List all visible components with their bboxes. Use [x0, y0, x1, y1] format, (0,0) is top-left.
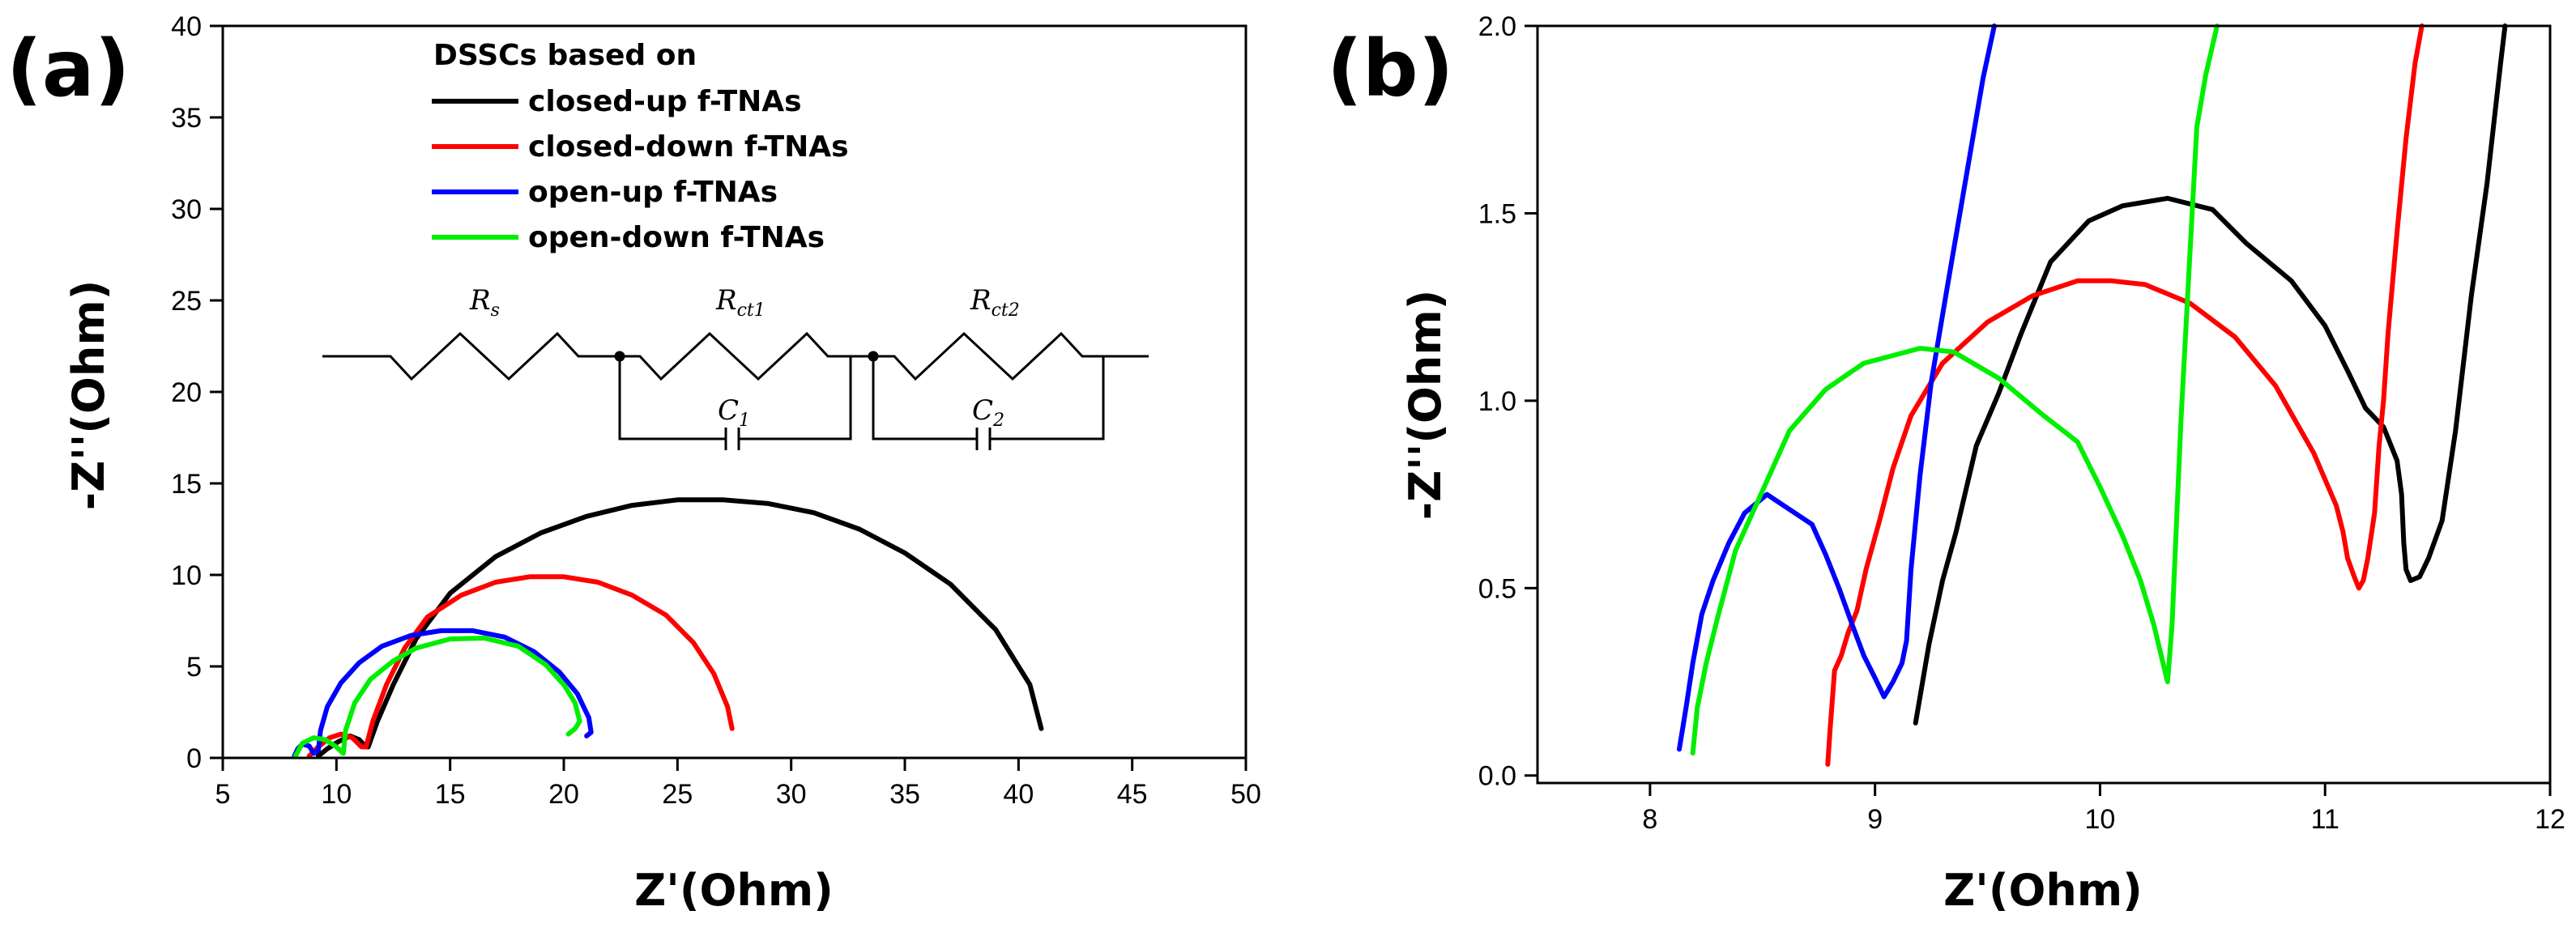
x-tick-label-a-8: 45 [1117, 779, 1148, 810]
equivalent-circuit [322, 331, 1149, 450]
legend: DSSCs based on closed-up f-TNAs closed-d… [432, 39, 849, 254]
y-tick-label-a-1: 5 [186, 652, 202, 683]
circuit-rs-resistor [322, 331, 620, 381]
circuit-label-rct2: Rct2 [970, 284, 1020, 321]
x-tick-label-a-5: 30 [776, 779, 807, 810]
series-line-open-down-b [1690, 23, 2220, 755]
y-tick-label-a-7: 35 [171, 103, 202, 134]
x-tick-label-a-1: 10 [321, 779, 352, 810]
plot-frame-b [1536, 24, 2552, 785]
x-tick-label-a-3: 20 [548, 779, 579, 810]
y-tick-label-a-8: 40 [171, 11, 202, 42]
circuit-c1-branch [618, 356, 852, 450]
x-axis-title-a: Z'(Ohm) [634, 865, 834, 916]
x-tick-label-b-2: 10 [2085, 804, 2116, 835]
circuit-label-c1: C1 [718, 394, 750, 431]
x-tick-label-a-7: 40 [1003, 779, 1034, 810]
circuit-c2-branch [872, 356, 1105, 450]
circuit-rct1-resistor [620, 331, 873, 381]
tick-labels-b: 8 9 10 11 12 0.0 0.5 1.0 1.5 2.0 [1478, 11, 2565, 835]
x-tick-label-b-1: 9 [1867, 804, 1883, 835]
y-tick-label-b-3: 1.5 [1478, 198, 1516, 229]
y-tick-label-a-3: 15 [171, 469, 202, 500]
circuit-label-c2: C2 [972, 394, 1004, 431]
x-tick-label-b-0: 8 [1642, 804, 1657, 835]
x-axis-title-b: Z'(Ohm) [1943, 865, 2143, 916]
x-tick-label-a-6: 35 [889, 779, 920, 810]
y-axis-title-a: -Z''(Ohm) [63, 280, 114, 511]
ticks-a [210, 24, 1247, 771]
legend-label-open-down: open-down f-TNAs [528, 221, 825, 254]
series-line-open-down-a [292, 636, 582, 759]
circuit-rct2-resistor [873, 331, 1149, 381]
y-tick-label-a-6: 30 [171, 194, 202, 225]
ticks-b [1525, 24, 2552, 796]
y-tick-label-a-5: 25 [171, 286, 202, 317]
legend-label-open-up: open-up f-TNAs [528, 176, 778, 209]
x-tick-label-a-2: 15 [435, 779, 466, 810]
circuit-label-rct1: Rct1 [715, 284, 766, 321]
series-line-closed-down-b [1825, 23, 2425, 767]
y-tick-label-a-0: 0 [186, 743, 202, 774]
series-line-closed-up-b [1913, 23, 2508, 726]
x-tick-label-a-4: 25 [662, 779, 693, 810]
y-tick-label-b-2: 1.0 [1478, 386, 1516, 417]
x-tick-label-b-4: 12 [2535, 804, 2565, 835]
y-tick-label-a-2: 10 [171, 560, 202, 591]
legend-title: DSSCs based on [433, 39, 697, 72]
legend-label-closed-up: closed-up f-TNAs [528, 85, 802, 118]
series-line-open-up-b [1677, 23, 1997, 752]
circuit-label-rs: Rs [469, 284, 500, 321]
panel-b-label: (b) [1327, 23, 1453, 114]
legend-label-closed-down: closed-down f-TNAs [528, 130, 849, 164]
series-line-closed-up-a [315, 497, 1044, 759]
series-line-open-up-a [292, 628, 594, 759]
y-tick-label-a-4: 20 [171, 377, 202, 408]
x-tick-label-a-0: 5 [215, 779, 231, 810]
y-tick-label-b-4: 2.0 [1478, 11, 1516, 42]
chart-b: 8 9 10 11 12 0.0 0.5 1.0 1.5 2.0 Z'(Ohm) -Z''(Ohm… [1400, 11, 2565, 916]
x-tick-label-a-9: 50 [1230, 779, 1261, 810]
series-layer-a [292, 497, 1044, 759]
y-axis-title-b: -Z''(Ohm) [1400, 290, 1451, 521]
y-tick-label-b-0: 0.0 [1478, 761, 1516, 792]
y-tick-label-b-1: 0.5 [1478, 573, 1516, 604]
x-tick-label-b-3: 11 [2311, 804, 2339, 835]
panel-a-label: (a) [6, 23, 130, 114]
series-line-closed-down-a [306, 574, 735, 759]
circuit-node-1 [614, 351, 625, 362]
circuit-node-2 [868, 351, 879, 362]
series-layer-b [1677, 23, 2508, 767]
